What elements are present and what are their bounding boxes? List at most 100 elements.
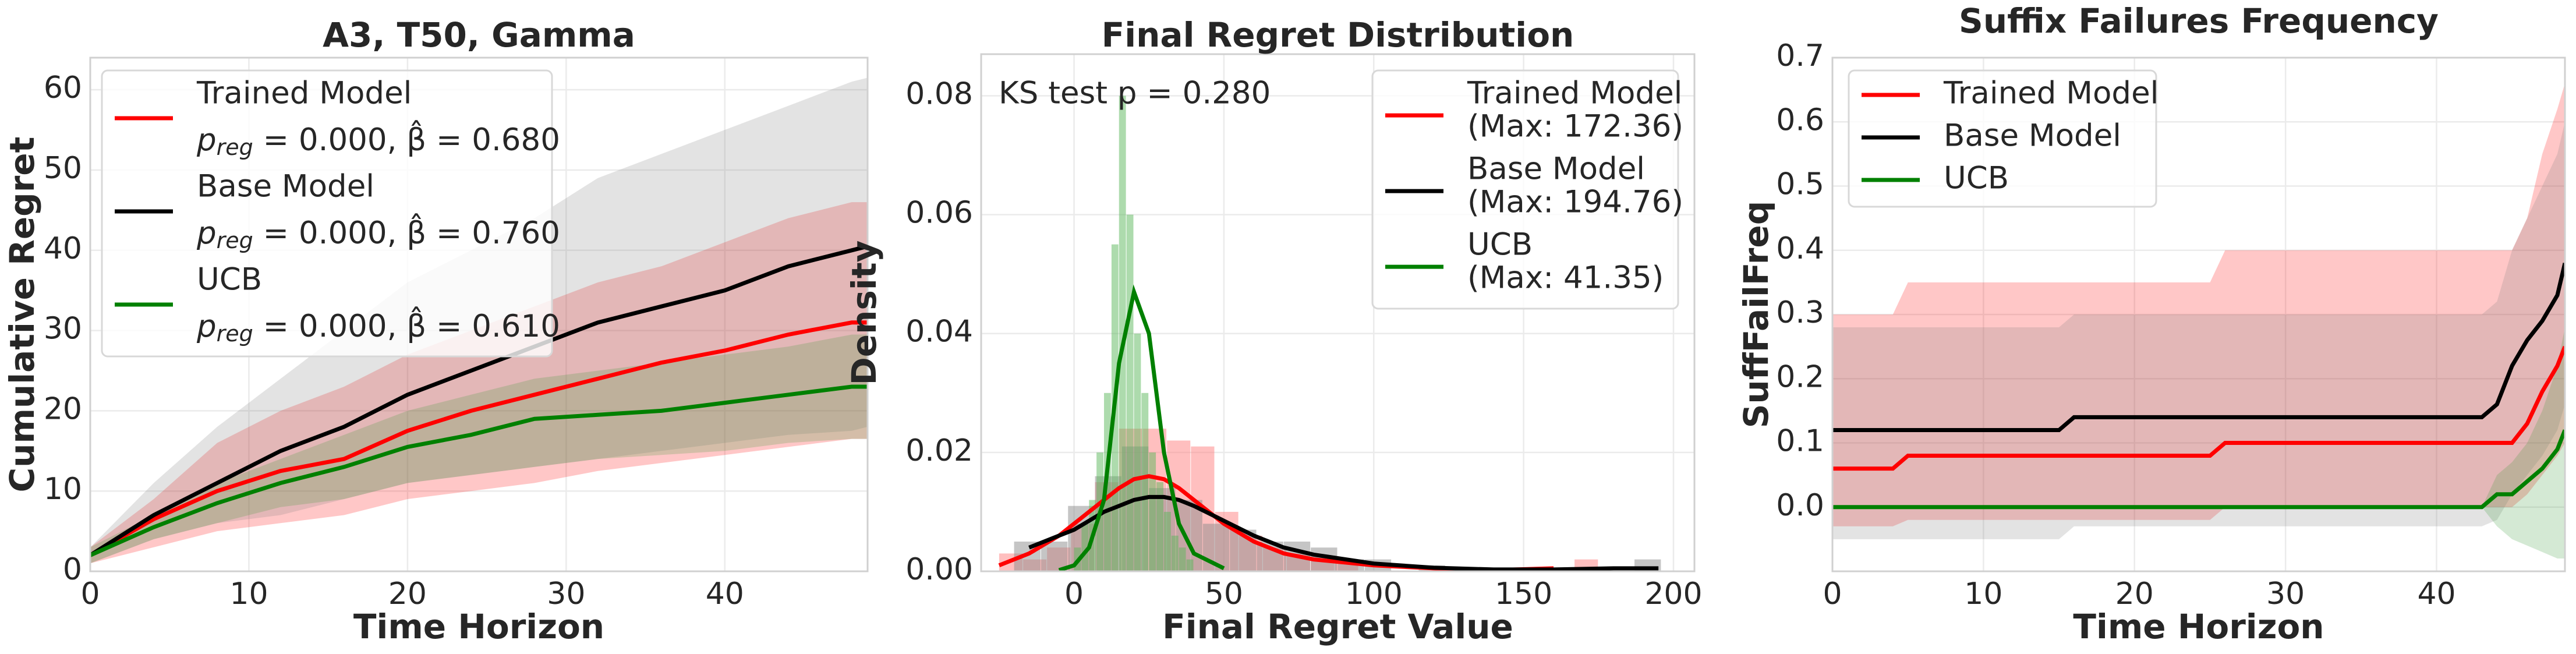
x-tick-label: 30 — [547, 577, 585, 611]
confidence-band — [90, 202, 868, 564]
y-axis-label: SuffFailFreq — [1736, 201, 1776, 429]
plot-area — [998, 96, 1661, 571]
histogram-bar — [1149, 452, 1156, 571]
axes-frame — [980, 53, 1696, 572]
y-tick-label: 0.5 — [1776, 167, 1824, 202]
chart-title: Final Regret Distribution — [1102, 15, 1574, 55]
y-tick-label: 0.06 — [905, 196, 973, 231]
legend-label: Base Model — [1467, 151, 1645, 187]
x-axis-label: Final Regret Value — [1162, 607, 1513, 646]
axes-frame — [89, 56, 869, 572]
histogram-bar — [1119, 96, 1126, 571]
legend: Trained Model Base Model UCB — [1848, 69, 2159, 208]
x-axis-label: Time Horizon — [353, 607, 604, 646]
series-line — [1832, 262, 2565, 432]
y-tick-label: 0.1 — [1776, 424, 1824, 459]
y-tick-label: 60 — [44, 70, 82, 105]
histogram-bar — [1041, 541, 1068, 571]
y-tick-label: 0.0 — [1776, 488, 1824, 523]
kde-line — [1058, 284, 1225, 571]
plot-area — [1832, 83, 2565, 558]
x-tick-label: 0 — [1823, 577, 1842, 611]
stat-subscript: reg — [217, 228, 253, 253]
series-line — [1832, 429, 2565, 510]
stat-subscript: reg — [217, 135, 253, 160]
legend-label: UCB — [197, 262, 262, 298]
axes-frame — [1831, 56, 2566, 572]
histogram-bar — [1156, 482, 1163, 571]
y-tick-label: 10 — [44, 472, 82, 507]
histogram-bar — [1186, 559, 1194, 571]
stat-subscript: reg — [217, 321, 253, 347]
legend-stats: preg = 0.000, β̂ = 0.760 — [196, 213, 560, 253]
legend-label: Base Model — [1944, 118, 2121, 154]
y-tick-label: 0.00 — [905, 552, 973, 587]
stat-values: = 0.000, β̂ = 0.760 — [253, 213, 560, 251]
x-tick-label: 0 — [80, 577, 100, 611]
kde-line — [1028, 494, 1659, 571]
stat-symbol: p — [196, 122, 217, 158]
chart-title: Suffix Failures Frequency — [1959, 1, 2439, 41]
y-tick-label: 20 — [44, 391, 82, 426]
stat-symbol: p — [196, 215, 217, 251]
legend-box — [1848, 69, 2157, 208]
y-tick-label: 0.4 — [1776, 231, 1824, 266]
x-tick-label: 200 — [1644, 577, 1702, 611]
legend-box — [101, 69, 553, 358]
histogram-bar — [1081, 524, 1089, 571]
legend-label: UCB — [1944, 161, 2009, 196]
x-tick-label: 30 — [2266, 577, 2305, 611]
y-tick-label: 30 — [44, 312, 82, 347]
legend-box — [1371, 69, 1679, 310]
y-tick-label: 40 — [44, 231, 82, 266]
legend-label: Trained Model — [1467, 76, 1682, 111]
confidence-band — [1832, 122, 2565, 539]
legend-label: Trained Model — [1943, 76, 2159, 111]
x-tick-label: 20 — [388, 577, 427, 611]
x-tick-label: 0 — [1064, 577, 1084, 611]
legend-label: Trained Model — [196, 76, 412, 111]
histogram-bar — [1163, 511, 1171, 571]
legend-stats: preg = 0.000, β̂ = 0.610 — [196, 306, 560, 347]
subplot: 0 10 20 30 40 0 10 20 30 40 50 60 A3, T50, Gamma Time… — [2, 15, 869, 646]
stat-values: = 0.000, β̂ = 0.610 — [253, 306, 560, 344]
y-axis-label: Density — [844, 241, 884, 386]
legend: Trained Model(Max: 172.36) Base Model (Max… — [1371, 69, 1683, 310]
histogram-bar — [1126, 214, 1134, 571]
y-tick-label: 0.2 — [1776, 359, 1824, 394]
chart-title: A3, T50, Gamma — [323, 15, 635, 55]
histogram-bar — [1179, 547, 1186, 571]
x-tick-label: 10 — [1964, 577, 2002, 611]
annotation: KS test p = 0.280 — [999, 76, 1271, 111]
x-tick-label: 20 — [2115, 577, 2154, 611]
legend-note: (Max: 41.35) — [1467, 260, 1664, 296]
x-tick-label: 40 — [2417, 577, 2455, 611]
subplot: 0 10 20 30 40 0.0 0.1 0.2 0.3 0.4 0.5 0.6 0.7 Suffix … — [1736, 1, 2566, 646]
x-tick-label: 10 — [229, 577, 268, 611]
confidence-band — [90, 334, 868, 564]
legend-stats: preg = 0.000, β̂ = 0.680 — [196, 119, 560, 160]
stat-symbol: p — [196, 309, 217, 344]
stat-values: = 0.000, β̂ = 0.680 — [253, 119, 560, 158]
histogram-bar — [1171, 535, 1179, 571]
y-tick-label: 0 — [63, 552, 82, 587]
y-tick-label: 0.7 — [1776, 38, 1824, 73]
y-tick-label: 0.04 — [905, 314, 973, 349]
series-line — [90, 320, 868, 557]
y-tick-label: 50 — [44, 151, 82, 186]
x-tick-label: 50 — [1205, 577, 1243, 611]
x-axis-label: Time Horizon — [2073, 607, 2324, 646]
y-tick-label: 0.08 — [905, 76, 973, 111]
legend-note: (Max: 172.36) — [1467, 109, 1683, 144]
legend-label: Base Model — [197, 169, 374, 204]
x-tick-label: 150 — [1495, 577, 1552, 611]
y-tick-label: 0.6 — [1776, 102, 1824, 137]
series-line — [90, 384, 868, 557]
y-tick-label: 0.02 — [905, 433, 973, 468]
histogram-bar — [1134, 333, 1141, 571]
series-line — [1832, 345, 2565, 471]
subplot: 0 50 100 150 200 0.00 0.02 0.04 0.06 0.08 Final Re… — [844, 15, 1702, 646]
y-tick-label: 0.3 — [1776, 295, 1824, 330]
